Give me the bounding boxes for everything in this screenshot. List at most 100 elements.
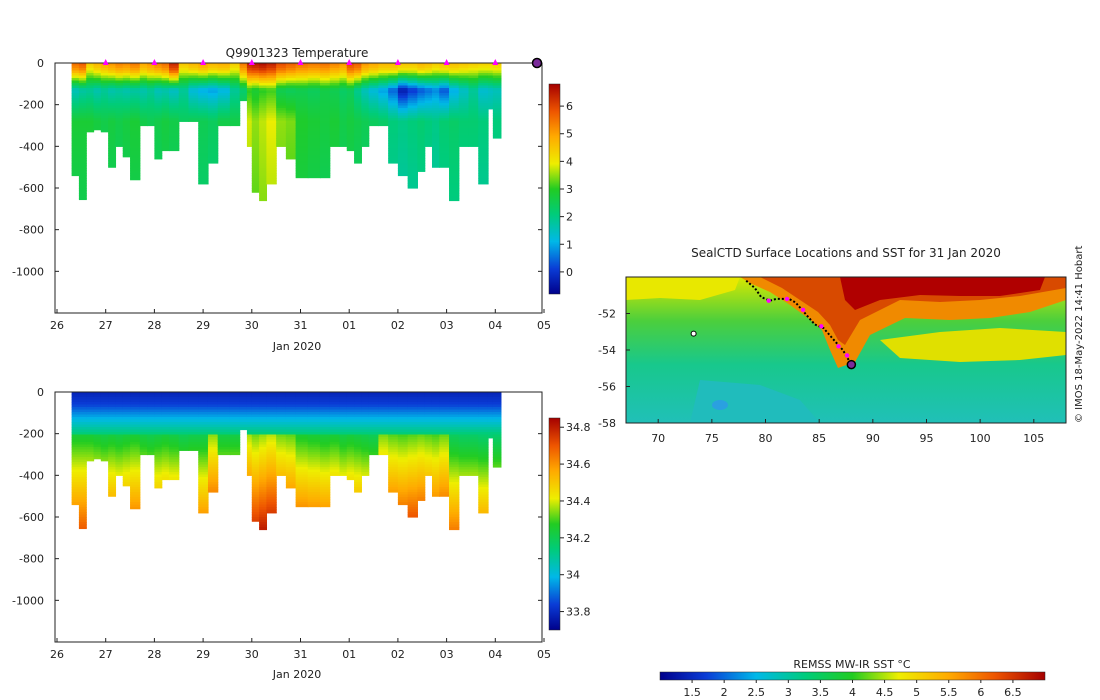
temperature-cell bbox=[276, 93, 287, 97]
temperature-cell bbox=[478, 165, 489, 169]
temperature-cell bbox=[449, 170, 460, 174]
salinity-cell bbox=[122, 477, 131, 481]
salinity-cell bbox=[478, 422, 489, 426]
temperature-cell bbox=[397, 145, 409, 149]
temperature-cell bbox=[439, 160, 450, 164]
salinity-cell bbox=[154, 399, 163, 403]
temperature-cell bbox=[147, 100, 155, 104]
salinity-cell bbox=[407, 514, 418, 518]
salinity-cell bbox=[307, 467, 321, 471]
temperature-cell bbox=[78, 153, 87, 157]
salinity-cell bbox=[71, 497, 80, 501]
salinity-cell bbox=[71, 417, 80, 421]
salinity-cell bbox=[207, 464, 219, 468]
temperature-cell bbox=[319, 135, 331, 139]
temperature-cell bbox=[285, 73, 297, 77]
salinity-cell bbox=[147, 417, 155, 421]
salinity-cell bbox=[86, 417, 95, 421]
temperature-cell bbox=[130, 130, 141, 134]
salinity-cell bbox=[468, 447, 479, 451]
salinity-cell bbox=[266, 412, 277, 416]
salinity-cell bbox=[188, 447, 199, 451]
colorbar-tick-label: 34 bbox=[566, 569, 580, 582]
temperature-cell bbox=[115, 80, 124, 84]
temperature-cell bbox=[122, 68, 131, 72]
temperature-cell bbox=[407, 128, 418, 132]
salinity-cell bbox=[198, 397, 209, 401]
salinity-cell bbox=[86, 434, 95, 438]
temperature-cell bbox=[100, 68, 109, 72]
salinity-cell bbox=[198, 427, 209, 431]
temperature-cell bbox=[339, 133, 348, 137]
temperature-cell bbox=[478, 143, 489, 147]
temperature-cell bbox=[100, 88, 109, 92]
salinity-cell bbox=[71, 499, 80, 503]
temperature-cell bbox=[319, 123, 331, 127]
temperature-cell bbox=[307, 160, 321, 164]
salinity-cell bbox=[169, 467, 180, 471]
temperature-cell bbox=[100, 120, 109, 124]
temperature-cell bbox=[368, 100, 380, 104]
salinity-cell bbox=[285, 479, 297, 483]
temperature-cell bbox=[251, 105, 260, 109]
temperature-cell bbox=[439, 118, 450, 122]
salinity-cell bbox=[130, 394, 141, 398]
sst-colorbar-tick-label: 5.5 bbox=[940, 686, 958, 699]
salinity-cell bbox=[154, 479, 163, 483]
temperature-cell bbox=[407, 145, 418, 149]
salinity-cell bbox=[397, 494, 409, 498]
temperature-cell bbox=[78, 155, 87, 159]
temperature-cell bbox=[295, 163, 309, 167]
temperature-cell bbox=[147, 80, 155, 84]
salinity-cell bbox=[458, 417, 470, 421]
salinity-cell bbox=[93, 417, 102, 421]
salinity-cell bbox=[86, 452, 95, 456]
salinity-cell bbox=[431, 492, 440, 496]
temperature-cell bbox=[207, 130, 219, 134]
salinity-cell bbox=[295, 449, 309, 453]
salinity-cell bbox=[266, 414, 277, 418]
temperature-cell bbox=[439, 80, 450, 84]
temperature-cell bbox=[329, 65, 341, 69]
salinity-cell bbox=[492, 414, 502, 418]
salinity-cell bbox=[319, 412, 331, 416]
salinity-cell bbox=[78, 527, 87, 530]
temperature-cell bbox=[295, 175, 309, 179]
salinity-cell bbox=[478, 434, 489, 438]
temperature-cell bbox=[122, 83, 131, 87]
salinity-cell bbox=[458, 409, 470, 413]
temperature-cell bbox=[93, 73, 102, 77]
temperature-cell bbox=[361, 100, 370, 104]
temperature-cell bbox=[468, 85, 479, 89]
temperature-cell bbox=[295, 153, 309, 157]
temperature-cell bbox=[449, 110, 460, 114]
salinity-cell bbox=[478, 429, 489, 433]
temperature-cell bbox=[161, 83, 170, 87]
salinity-cell bbox=[417, 429, 426, 433]
salinity-cell bbox=[439, 414, 450, 418]
temperature-cell bbox=[169, 100, 180, 104]
temperature-cell bbox=[487, 63, 494, 67]
salinity-cell bbox=[424, 432, 433, 436]
salinity-cell bbox=[329, 449, 341, 453]
salinity-cell bbox=[388, 472, 399, 476]
temperature-cell bbox=[251, 65, 260, 69]
temperature-cell bbox=[295, 123, 309, 127]
salinity-cell bbox=[424, 434, 433, 438]
temperature-cell bbox=[93, 78, 102, 82]
temperature-cell bbox=[346, 78, 355, 82]
temperature-cell bbox=[468, 98, 479, 102]
temperature-cell bbox=[71, 90, 80, 94]
salinity-cell bbox=[307, 429, 321, 433]
temperature-cell bbox=[319, 175, 331, 179]
temperature-cell bbox=[178, 105, 190, 109]
salinity-cell bbox=[100, 422, 109, 426]
salinity-cell bbox=[361, 459, 370, 463]
temperature-cell bbox=[71, 83, 80, 87]
salinity-cell bbox=[147, 394, 155, 398]
salinity-cell bbox=[251, 504, 260, 508]
temperature-cell bbox=[307, 125, 321, 129]
temperature-cell bbox=[478, 125, 489, 129]
temperature-cell bbox=[188, 110, 199, 114]
temperature-cell bbox=[108, 100, 117, 104]
